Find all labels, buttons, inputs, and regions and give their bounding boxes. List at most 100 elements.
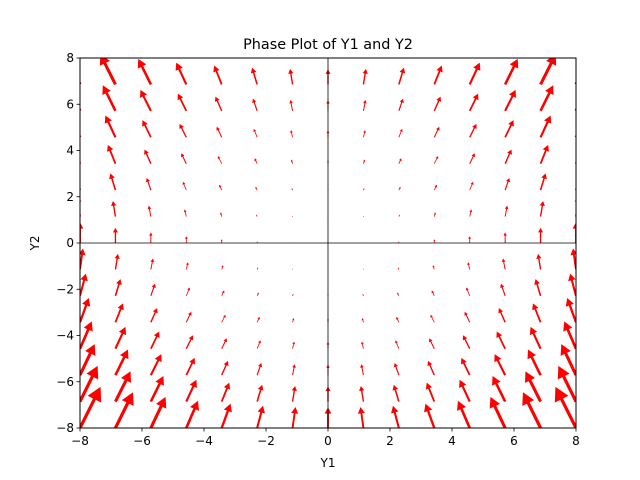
quiver-arrow — [504, 120, 514, 138]
quiver-arrow — [150, 283, 156, 297]
quiver-arrow — [532, 303, 542, 323]
x-tick-label: 8 — [572, 434, 580, 448]
quiver-arrow — [177, 93, 188, 112]
quiver-arrow — [362, 99, 367, 111]
quiver-arrow — [181, 153, 187, 164]
x-tick-label: −2 — [257, 434, 275, 448]
quiver-arrow — [102, 85, 117, 112]
quiver-arrow — [570, 248, 576, 270]
quiver-arrow — [147, 205, 152, 217]
quiver-arrow — [292, 318, 295, 323]
quiver-arrow — [292, 341, 296, 349]
quiver-arrow — [256, 362, 263, 376]
quiver-arrow — [256, 241, 258, 243]
quiver-arrow — [503, 58, 519, 85]
x-tick-label: −6 — [133, 434, 151, 448]
quiver-arrow — [492, 375, 507, 403]
quiver-arrow — [392, 384, 400, 402]
quiver-arrow — [144, 149, 152, 164]
quiver-arrow — [393, 362, 400, 376]
x-axis: −8 −6 −4 −2 0 2 4 6 8 — [71, 428, 580, 448]
quiver-arrow — [433, 96, 442, 112]
quiver-arrow — [292, 293, 294, 297]
quiver-arrow — [498, 308, 506, 323]
quiver-arrow — [216, 126, 223, 138]
quiver-arrow — [149, 375, 164, 403]
quiver-arrow — [362, 293, 364, 297]
chart-title: Phase Plot of Y1 and Y2 — [243, 37, 413, 53]
quiver-arrow — [256, 340, 261, 349]
quiver-arrow — [489, 396, 507, 428]
quiver-arrow — [554, 386, 576, 428]
quiver-arrow — [114, 349, 129, 376]
quiver-arrow — [145, 177, 152, 191]
y-tick-label: 0 — [66, 236, 74, 250]
quiver-arrow — [253, 128, 258, 138]
quiver-arrow — [459, 379, 471, 403]
quiver-arrow — [291, 407, 299, 428]
x-tick-label: −4 — [195, 434, 213, 448]
quiver-arrow — [433, 239, 436, 243]
quiver-arrow — [539, 58, 557, 86]
x-axis-label: Y1 — [320, 456, 336, 470]
quiver-arrow — [462, 335, 471, 350]
quiver-arrow — [362, 268, 364, 270]
y-axis: −8 −6 −4 −2 0 2 4 6 8 — [56, 51, 80, 435]
quiver-arrow — [221, 290, 225, 297]
quiver-arrow — [185, 400, 200, 428]
quiver-arrow — [468, 93, 479, 112]
quiver-arrow — [361, 318, 364, 323]
quiver-arrow — [184, 236, 188, 243]
quiver-arrow — [291, 386, 297, 402]
quiver-arrow — [395, 340, 400, 349]
y-tick-label: −8 — [56, 421, 74, 435]
quiver-arrow — [539, 115, 552, 138]
quiver-arrow — [80, 365, 99, 403]
quiver-arrow — [149, 396, 167, 428]
quiver-arrow — [107, 144, 117, 165]
quiver-arrow — [527, 349, 542, 376]
y-tick-label: 4 — [66, 144, 74, 158]
y-tick-label: 6 — [66, 97, 74, 111]
quiver-arrow — [185, 287, 191, 297]
quiver-arrow — [221, 314, 226, 323]
quiver-arrow — [292, 364, 296, 376]
quiver-arrow — [565, 297, 576, 323]
quiver-arrow — [433, 65, 443, 85]
quiver-arrow — [568, 273, 576, 297]
quiver-arrow — [221, 360, 229, 376]
quiver-arrow — [112, 227, 118, 243]
y-tick-label: −6 — [56, 375, 74, 389]
quiver-arrow — [525, 371, 542, 403]
quiver-arrow — [469, 153, 475, 164]
quiver-arrow — [396, 316, 400, 323]
quiver-arrow — [80, 248, 86, 270]
quiver-arrow — [427, 360, 435, 376]
quiver-arrow — [80, 321, 93, 350]
quiver-arrow — [185, 379, 197, 403]
quiver-arrow — [185, 335, 194, 350]
quiver-arrow — [500, 283, 506, 297]
quiver-arrow — [182, 181, 187, 191]
quiver-arrow — [183, 209, 187, 217]
quiver-arrow — [464, 311, 471, 323]
quiver-arrow — [504, 177, 511, 191]
quiver-arrow — [255, 186, 258, 191]
quiver-arrow — [220, 239, 223, 243]
quiver-arrow — [572, 222, 576, 243]
quiver-arrow — [398, 158, 402, 164]
quiver-arrow — [398, 241, 400, 243]
x-tick-label: 4 — [448, 434, 456, 448]
quiver-arrow — [398, 67, 406, 85]
quiver-arrow — [363, 188, 365, 191]
quiver-arrow — [433, 212, 437, 217]
quiver-arrow — [398, 128, 403, 138]
quiver-arrow — [220, 382, 231, 402]
quiver-arrow — [80, 297, 91, 323]
quiver-arrow — [113, 392, 134, 428]
quiver-arrow — [256, 405, 265, 428]
quiver-arrow — [363, 215, 365, 217]
quiver-arrow — [433, 126, 440, 138]
